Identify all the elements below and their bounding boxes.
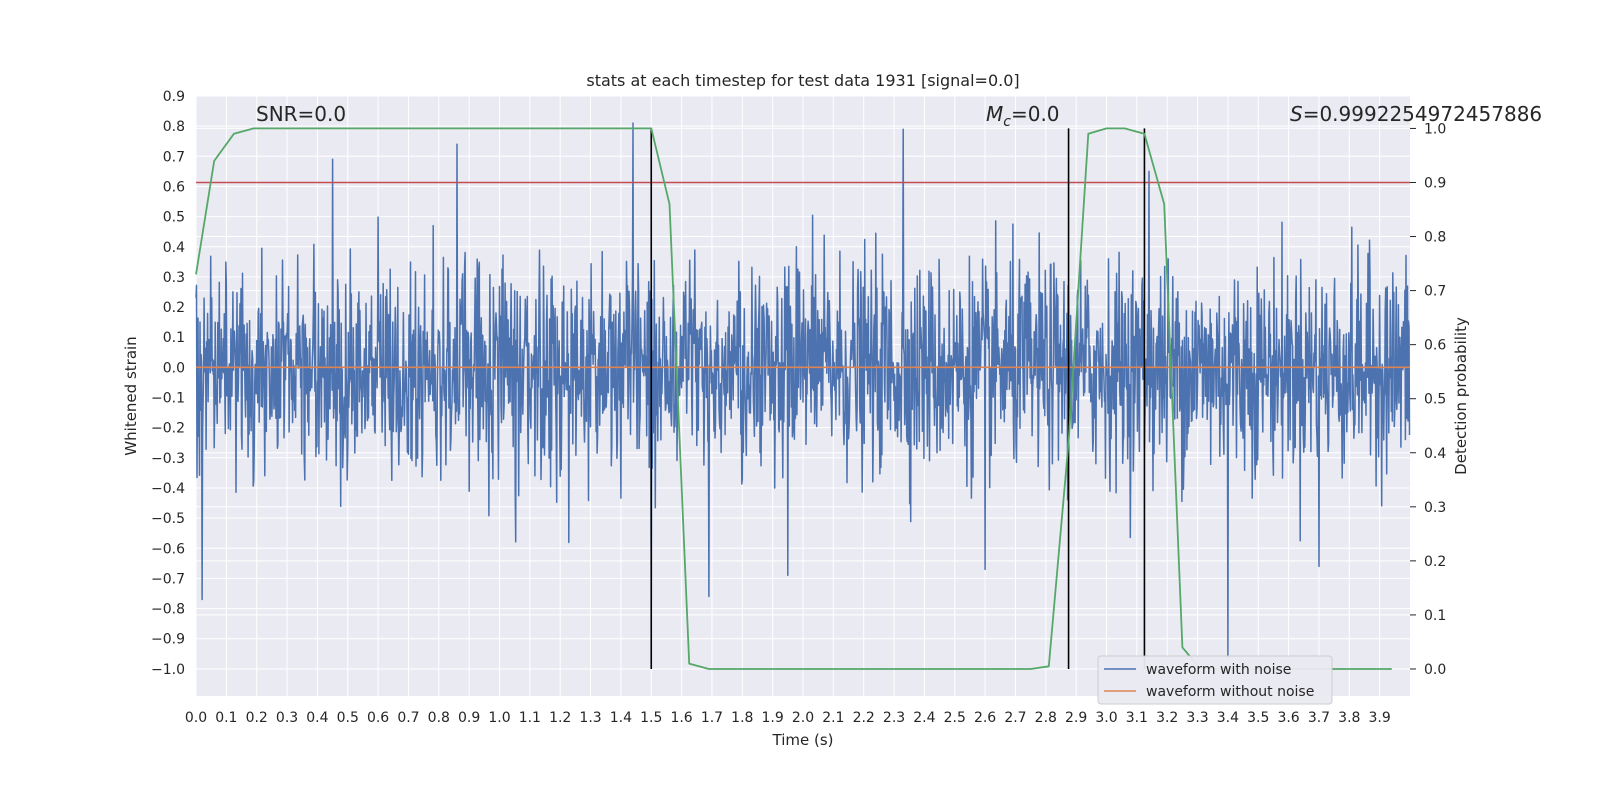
x-tick-label: 0.6	[367, 710, 389, 726]
y-tick-label: −0.5	[151, 511, 185, 527]
y-tick-label: 0.4	[163, 240, 185, 256]
y-tick-label: 0.9	[163, 89, 185, 105]
y-tick-label: −0.7	[151, 571, 185, 587]
y-tick-label: 0.6	[163, 179, 185, 195]
x-tick-label: 3.3	[1186, 710, 1208, 726]
legend-label-noise: waveform with noise	[1146, 662, 1291, 678]
y-tick-label: 0.7	[163, 149, 185, 165]
y-tick-label: −0.3	[151, 451, 185, 467]
mc-subscript: c	[1003, 114, 1011, 130]
x-tick-label: 3.0	[1095, 710, 1117, 726]
y-tick-label: −0.1	[151, 391, 185, 407]
waveform-with-noise-line	[195, 122, 1411, 658]
mc-annotation: Mc=0.0	[986, 102, 1060, 130]
s-symbol: S	[1290, 102, 1303, 126]
y2-tick-label: 0.3	[1424, 500, 1446, 516]
y-tick-label: 0.5	[163, 210, 185, 226]
x-tick-label: 2.9	[1065, 710, 1087, 726]
x-tick-label: 3.9	[1369, 710, 1391, 726]
x-tick-label: 2.5	[944, 710, 966, 726]
y-tick-label: 0.0	[163, 360, 185, 376]
x-tick-label: 1.2	[549, 710, 571, 726]
x-tick-label: 1.3	[579, 710, 601, 726]
legend-label-clean: waveform without noise	[1146, 684, 1314, 700]
x-tick-label: 3.7	[1308, 710, 1330, 726]
y-tick-label: 0.2	[163, 300, 185, 316]
x-tick-label: 0.0	[185, 710, 207, 726]
y-tick-label: 0.1	[163, 330, 185, 346]
x-tick-label: 1.8	[731, 710, 753, 726]
legend-box	[1097, 655, 1333, 705]
x-tick-label: 2.4	[913, 710, 935, 726]
snr-annotation: SNR=0.0	[256, 102, 346, 126]
lines-layer	[195, 127, 1410, 670]
y2-tick-labels: 1.0 0.9 0.8 0.7 0.6 0.5 0.4 0.3 0.2 0.1 0.0	[1410, 121, 1446, 678]
x-tick-label: 1.0	[488, 710, 510, 726]
series-waveform-with-noise	[195, 122, 1411, 658]
x-tick-label: 1.4	[610, 710, 632, 726]
x-tick-label: 0.9	[458, 710, 480, 726]
y-tick-labels: 0.9 0.8 0.7 0.6 0.5 0.4 0.3 0.2 0.1 0.0 −0.1 −0.2 −0…	[151, 89, 185, 678]
detection-probability-line	[195, 127, 1392, 670]
x-tick-label: 2.8	[1035, 710, 1057, 726]
y2-tick-label: 0.7	[1424, 284, 1446, 300]
legend: waveform with noise waveform without noi…	[1097, 655, 1333, 705]
y2-tick-label: 0.8	[1424, 230, 1446, 246]
x-tick-labels: 0.0 0.1 0.2 0.3 0.4 0.5 0.6 0.7 0.8 0.9 1.0 1.1 1.2 1…	[185, 710, 1391, 726]
s-annotation: S=0.9992254972457886	[1290, 102, 1542, 126]
x-tick-label: 0.1	[215, 710, 237, 726]
y-axis-label: Whitened strain	[122, 336, 140, 455]
x-tick-label: 3.1	[1126, 710, 1148, 726]
x-tick-label: 0.7	[397, 710, 419, 726]
x-tick-label: 1.1	[519, 710, 541, 726]
mc-value: =0.0	[1011, 102, 1060, 126]
y-tick-label: −0.8	[151, 602, 185, 618]
x-tick-label: 1.9	[762, 710, 784, 726]
y2-tick-label: 0.1	[1424, 608, 1446, 624]
x-tick-label: 1.7	[701, 710, 723, 726]
x-tick-label: 1.5	[640, 710, 662, 726]
s-value: =0.9992254972457886	[1303, 102, 1542, 126]
y-tick-label: −1.0	[151, 662, 185, 678]
y2-tick-label: 0.2	[1424, 554, 1446, 570]
x-tick-label: 3.8	[1338, 710, 1360, 726]
y-tick-label: −0.9	[151, 632, 185, 648]
x-tick-label: 2.7	[1004, 710, 1026, 726]
y2-tick-label: 1.0	[1424, 121, 1446, 137]
x-tick-label: 2.3	[883, 710, 905, 726]
x-tick-label: 3.5	[1247, 710, 1269, 726]
y2-tick-label: 0.6	[1424, 338, 1446, 354]
x-tick-label: 0.3	[276, 710, 298, 726]
x-tick-label: 2.6	[974, 710, 996, 726]
x-tick-label: 3.2	[1156, 710, 1178, 726]
x-tick-label: 0.2	[246, 710, 268, 726]
x-tick-label: 2.0	[792, 710, 814, 726]
chart-title: stats at each timestep for test data 193…	[586, 71, 1019, 90]
y2-tick-label: 0.4	[1424, 446, 1446, 462]
x-tick-label: 3.6	[1277, 710, 1299, 726]
y-tick-label: −0.4	[151, 481, 185, 497]
y-tick-label: −0.6	[151, 541, 185, 557]
y2-tick-label: 0.5	[1424, 392, 1446, 408]
y-tick-label: −0.2	[151, 421, 185, 437]
y2-tick-label: 0.9	[1424, 175, 1446, 191]
y2-axis-label: Detection probability	[1452, 317, 1470, 475]
x-tick-label: 0.5	[337, 710, 359, 726]
x-tick-label: 1.6	[670, 710, 692, 726]
x-tick-label: 0.8	[428, 710, 450, 726]
x-axis-label: Time (s)	[772, 731, 834, 749]
x-tick-label: 2.2	[853, 710, 875, 726]
x-tick-label: 2.1	[822, 710, 844, 726]
y-tick-label: 0.8	[163, 119, 185, 135]
y2-tick-label: 0.0	[1424, 662, 1446, 678]
mc-symbol: M	[986, 102, 1003, 126]
x-tick-label: 0.4	[306, 710, 328, 726]
x-tick-label: 3.4	[1217, 710, 1239, 726]
y-tick-label: 0.3	[163, 270, 185, 286]
